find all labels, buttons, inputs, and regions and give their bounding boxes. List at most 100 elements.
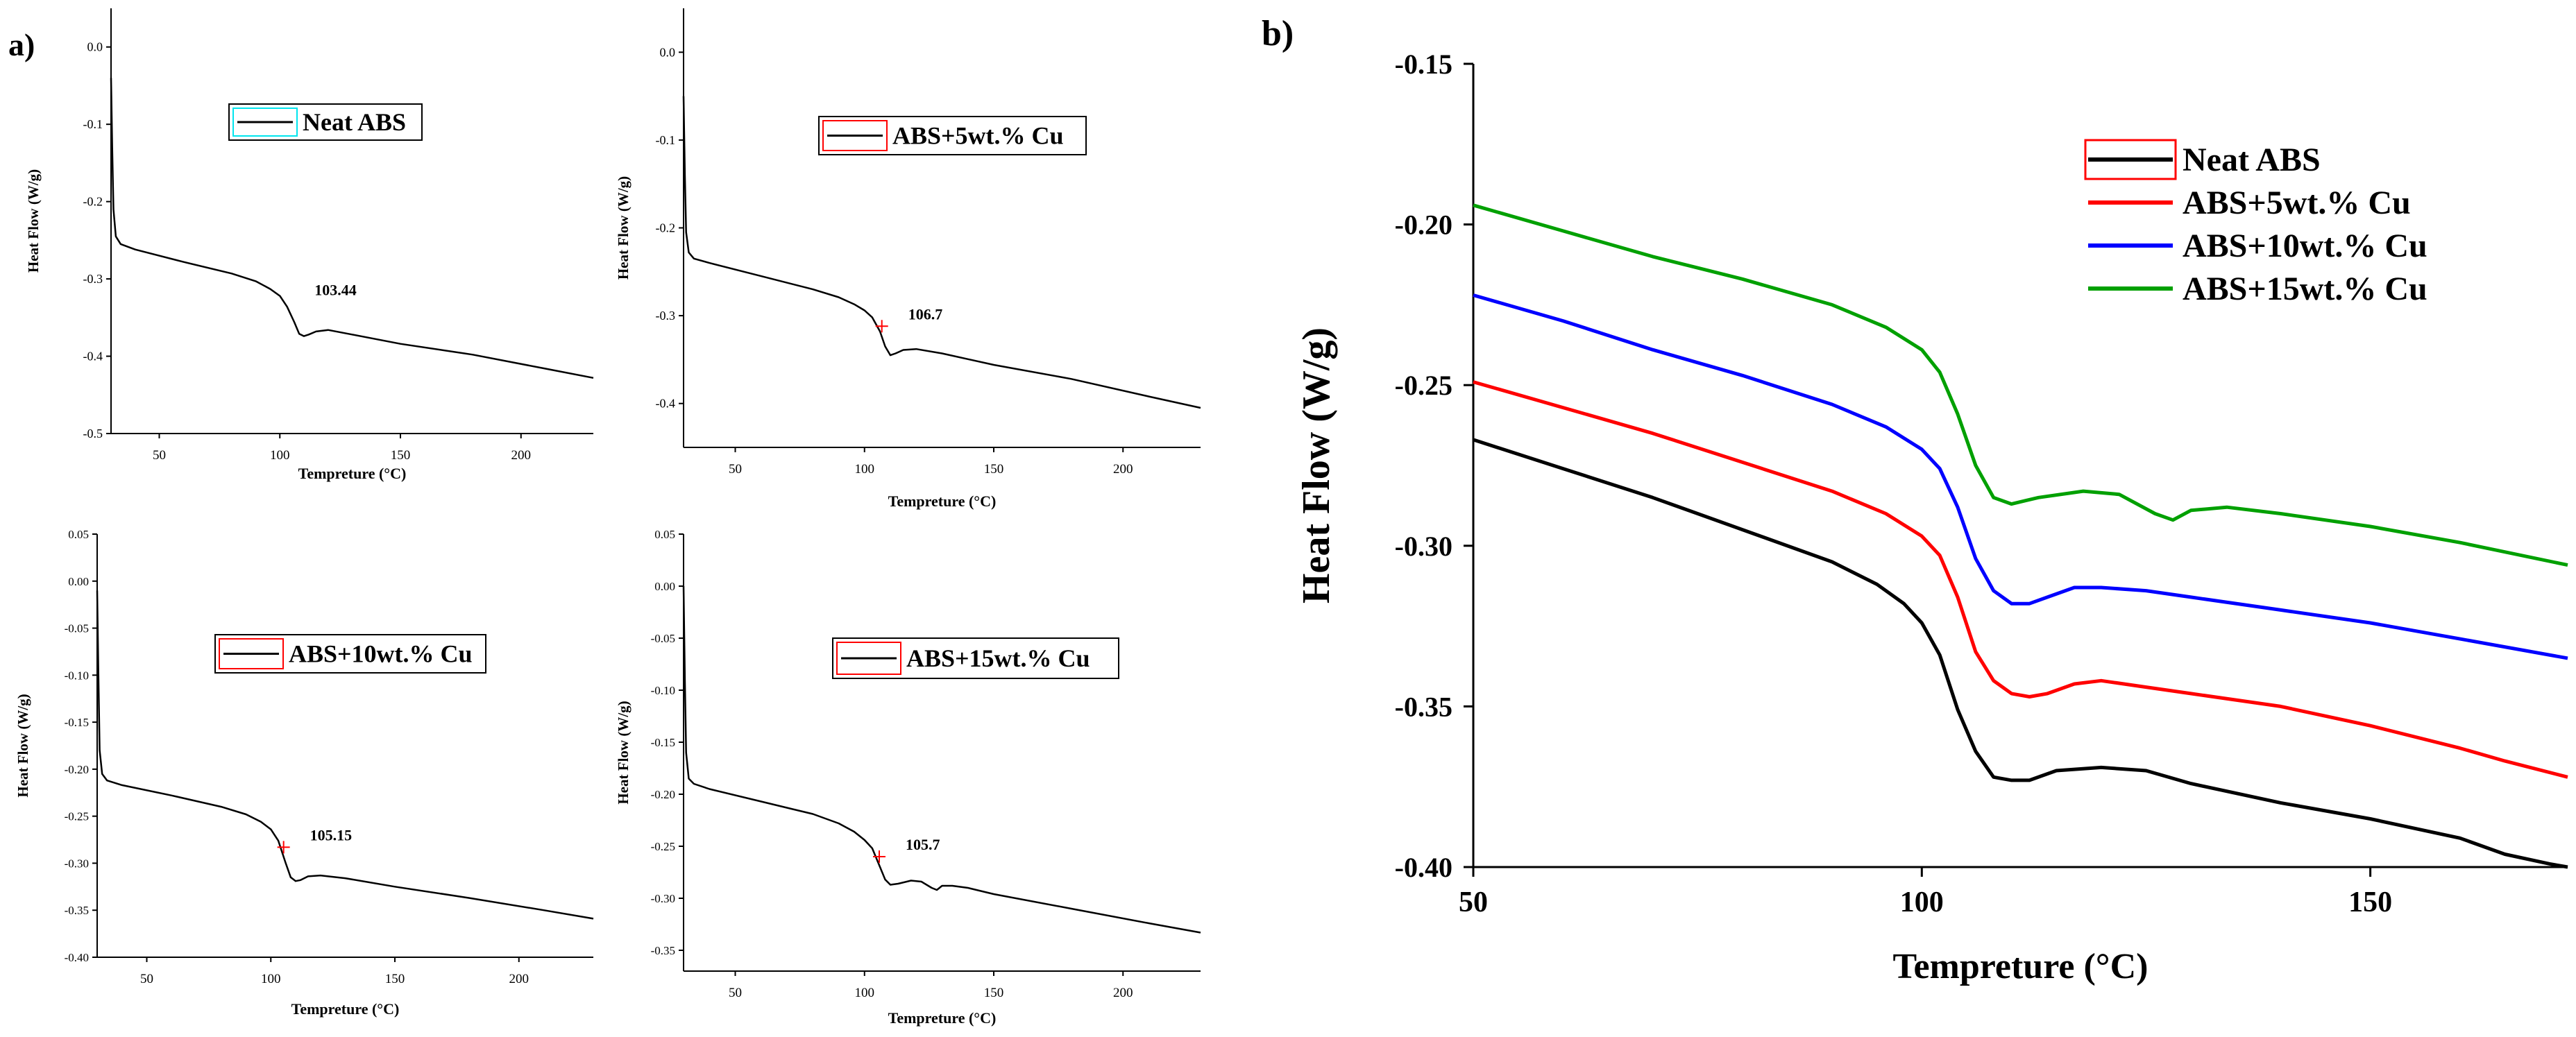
y-axis-title: Heat Flow (W/g)	[15, 694, 31, 797]
x-tick-label: 100	[1900, 886, 1944, 918]
tg-annotation: 105.7	[906, 836, 940, 853]
panel-label-b: b)	[1262, 14, 1294, 53]
legend-label: ABS+10wt.% Cu	[289, 640, 473, 668]
chart-a2: 50 100 150 200 0.0 -0.1 -0.2 -0.3 -0.4 Tempreture…	[615, 8, 1201, 510]
x-tick-label: 100	[855, 986, 875, 1000]
x-tick-label: 200	[1113, 462, 1133, 477]
chart-a4: 50 100 150 200 0.05 0.00 -0.05 -0.10 -0.15 -0.20 -…	[615, 528, 1201, 1027]
x-tick-label: 150	[385, 972, 405, 986]
y-tick-label: -0.15	[1395, 49, 1452, 80]
legend-label: ABS+15wt.% Cu	[2183, 271, 2427, 307]
y-axis-title: Heat Flow (W/g)	[615, 701, 632, 804]
series-line-abs-5wt-cu	[1473, 380, 2568, 779]
y-tick-label: 0.0	[87, 40, 103, 54]
y-tick-label: -0.3	[83, 272, 103, 286]
series-line-abs-10wt-cu	[1473, 293, 2568, 660]
y-tick-label: -0.20	[651, 788, 675, 801]
legend-label: ABS+5wt.% Cu	[2183, 185, 2411, 221]
y-tick-label: -0.2	[83, 195, 103, 209]
x-tick-label: 50	[729, 462, 742, 477]
x-tick-label: 150	[984, 986, 1004, 1000]
chart-b: 50 100 150 -0.15 -0.20 -0.25 -0.30 -0.35 -0.40 Te…	[1295, 49, 2568, 986]
y-tick-label: -0.40	[1395, 852, 1452, 883]
y-tick-label: -0.5	[83, 427, 103, 440]
y-tick-label: -0.15	[651, 736, 675, 749]
legend-swatch	[219, 638, 284, 669]
y-tick-label: -0.10	[651, 684, 675, 697]
series-line-abs-5wt-cu	[682, 96, 1201, 409]
y-tick-label: -0.35	[65, 904, 89, 917]
series-line-abs-10wt-cu	[96, 590, 594, 920]
y-tick-label: -0.40	[65, 951, 89, 964]
x-tick-label: 150	[984, 462, 1004, 477]
y-tick-label: -0.05	[651, 632, 675, 645]
y-tick-label: -0.1	[83, 117, 103, 131]
legend-label: Neat ABS	[2183, 142, 2321, 178]
legend-swatch	[836, 642, 901, 675]
legend-swatch	[232, 108, 298, 137]
x-tick-label: 50	[1459, 886, 1488, 918]
y-axis-title: Heat Flow (W/g)	[615, 176, 632, 280]
x-tick-label: 50	[140, 972, 153, 986]
y-tick-label: -0.3	[656, 309, 676, 323]
y-tick-label: -0.05	[65, 622, 89, 635]
tg-annotation: 105.15	[310, 826, 353, 843]
x-tick-label: 100	[270, 448, 290, 463]
x-axis-title: Tempreture (°C)	[1893, 947, 2149, 986]
x-tick-label: 150	[391, 448, 411, 463]
legend-swatch	[822, 120, 888, 151]
y-tick-label: -0.25	[1395, 370, 1452, 401]
legend-box	[818, 116, 1087, 155]
charts-layer: 50 100 150 200 0.0 -0.1 -0.2 -0.3 -0.4 -0.5 Tempre…	[15, 8, 2568, 1027]
y-tick-label: -0.1	[656, 133, 676, 147]
series-line-abs-15wt-cu	[682, 585, 1201, 934]
x-tick-label: 200	[511, 448, 532, 463]
y-tick-label: 0.0	[660, 45, 676, 59]
x-axis-title: Tempreture (°C)	[888, 492, 997, 510]
y-tick-label: -0.25	[651, 840, 675, 853]
x-axis-title: Tempreture (°C)	[291, 1000, 400, 1018]
series-line-abs-15wt-cu	[1473, 203, 2568, 567]
y-tick-label: 0.05	[654, 528, 675, 541]
legend-label: ABS+15wt.% Cu	[906, 644, 1090, 672]
y-tick-label: -0.25	[65, 810, 89, 823]
legend-swatch-box	[2084, 139, 2177, 180]
y-tick-label: -0.20	[1395, 209, 1452, 241]
x-tick-label: 200	[1113, 986, 1133, 1000]
y-tick-label: -0.4	[83, 350, 103, 363]
y-axis-title: Heat Flow (W/g)	[25, 169, 42, 273]
y-tick-label: -0.2	[656, 221, 676, 235]
y-tick-label: -0.4	[656, 397, 676, 411]
panel-label-a: a)	[8, 27, 35, 62]
x-tick-label: 150	[2348, 886, 2392, 918]
chart-a3: 50 100 150 200 0.05 0.00 -0.05 -0.10 -0.15 -0.20 -…	[15, 528, 594, 1018]
y-tick-label: -0.10	[65, 669, 89, 682]
y-tick-label: -0.30	[651, 892, 675, 905]
x-tick-label: 200	[509, 972, 529, 986]
x-axis-title: Tempreture (°C)	[298, 465, 407, 482]
x-tick-label: 50	[729, 986, 742, 1000]
y-tick-label: -0.30	[1395, 531, 1452, 562]
y-tick-label: -0.20	[65, 763, 89, 776]
y-tick-label: 0.05	[68, 528, 89, 541]
legend-label: ABS+5wt.% Cu	[892, 122, 1064, 150]
x-tick-label: 100	[261, 972, 281, 986]
y-tick-label: -0.35	[651, 944, 675, 957]
y-tick-label: -0.35	[1395, 691, 1452, 722]
y-tick-label: -0.15	[65, 716, 89, 729]
y-tick-label: 0.00	[68, 575, 89, 588]
chart-a1: 50 100 150 200 0.0 -0.1 -0.2 -0.3 -0.4 -0.5 Tempre…	[25, 8, 594, 482]
x-tick-label: 100	[855, 462, 875, 477]
y-tick-label: 0.00	[654, 580, 675, 593]
series-line-neat-abs	[110, 78, 594, 379]
legend-label: Neat ABS	[303, 108, 406, 136]
y-tick-label: -0.30	[65, 857, 89, 870]
tg-annotation: 106.7	[908, 305, 943, 323]
legend-label: ABS+10wt.% Cu	[2183, 228, 2427, 264]
series-line-neat-abs	[1473, 438, 2568, 869]
x-axis-title: Tempreture (°C)	[888, 1009, 997, 1027]
y-axis-title: Heat Flow (W/g)	[1295, 327, 1338, 603]
x-tick-label: 50	[153, 448, 166, 463]
tg-annotation: 103.44	[314, 282, 356, 299]
